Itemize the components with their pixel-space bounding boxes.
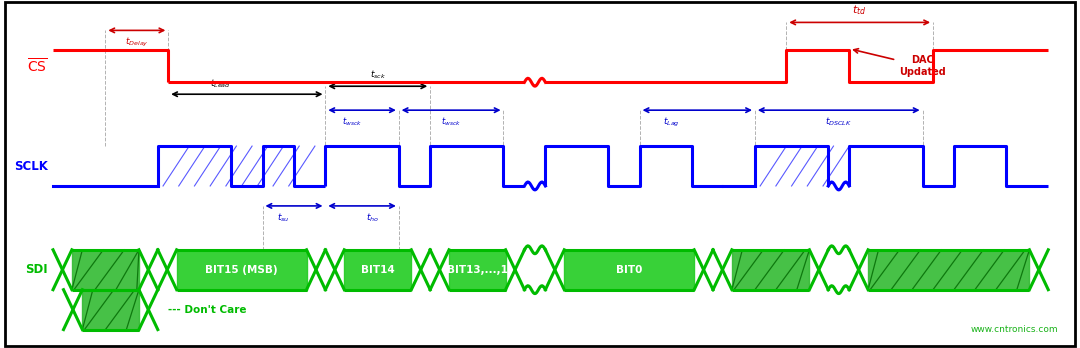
Text: BIT14: BIT14 [361, 265, 394, 275]
Text: BIT15 (MSB): BIT15 (MSB) [205, 265, 278, 275]
Text: $t_{Lead}$: $t_{Lead}$ [211, 78, 231, 90]
Text: $t_{su}$: $t_{su}$ [278, 212, 289, 224]
Text: $t_{wsck}$: $t_{wsck}$ [441, 116, 461, 128]
Text: SDI: SDI [25, 263, 48, 276]
Text: $t_{td}$: $t_{td}$ [852, 3, 867, 17]
Text: $t_{wsck}$: $t_{wsck}$ [341, 116, 362, 128]
Text: $t_{sck}$: $t_{sck}$ [369, 69, 386, 81]
Text: SCLK: SCLK [14, 159, 48, 173]
Text: www.cntronics.com: www.cntronics.com [971, 325, 1058, 334]
Text: $\overline{\rm CS}$: $\overline{\rm CS}$ [27, 57, 48, 76]
Text: --- Don't Care: --- Don't Care [168, 304, 246, 315]
Text: BIT13,...,1: BIT13,...,1 [447, 265, 508, 275]
Text: BIT0: BIT0 [616, 265, 643, 275]
Text: $t_{DSCLK}$: $t_{DSCLK}$ [825, 116, 852, 128]
Text: DAC
Updated: DAC Updated [853, 49, 946, 77]
Text: $t_{ho}$: $t_{ho}$ [366, 212, 379, 224]
Text: $t_{Delay}$: $t_{Delay}$ [125, 36, 149, 49]
Text: $t_{Lag}$: $t_{Lag}$ [663, 116, 679, 129]
